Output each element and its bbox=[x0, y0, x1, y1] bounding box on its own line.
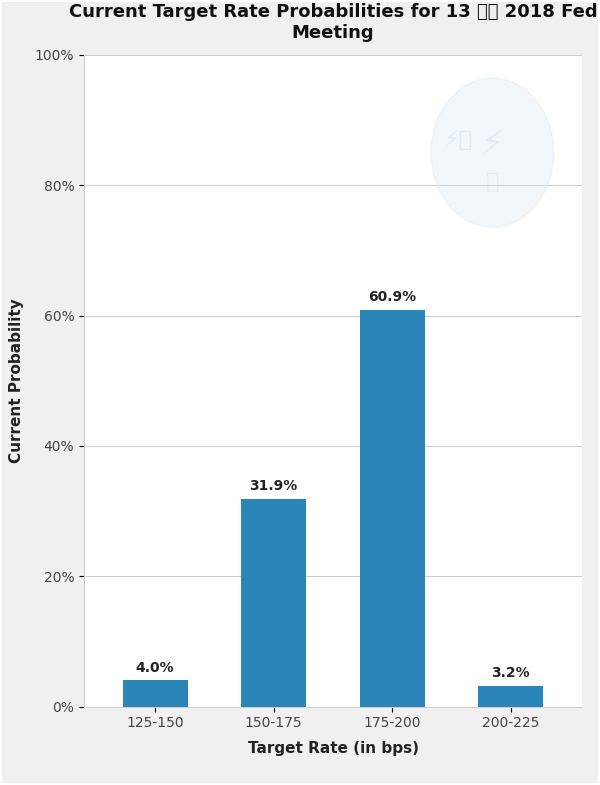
Y-axis label: Current Probability: Current Probability bbox=[8, 298, 23, 463]
Text: 60.9%: 60.9% bbox=[368, 290, 416, 305]
Text: ⚡📈: ⚡📈 bbox=[443, 130, 472, 150]
Bar bbox=[122, 681, 188, 706]
Text: 31.9%: 31.9% bbox=[250, 480, 298, 494]
Text: 4.0%: 4.0% bbox=[136, 661, 175, 675]
Circle shape bbox=[408, 137, 508, 142]
Title: Current Target Rate Probabilities for 13 六月 2018 Fed
Meeting: Current Target Rate Probabilities for 13… bbox=[68, 3, 598, 42]
X-axis label: Target Rate (in bps): Target Rate (in bps) bbox=[248, 741, 419, 756]
Bar bbox=[478, 685, 544, 706]
Text: 3.2%: 3.2% bbox=[491, 666, 530, 681]
Bar bbox=[359, 310, 425, 706]
Bar bbox=[241, 498, 307, 706]
